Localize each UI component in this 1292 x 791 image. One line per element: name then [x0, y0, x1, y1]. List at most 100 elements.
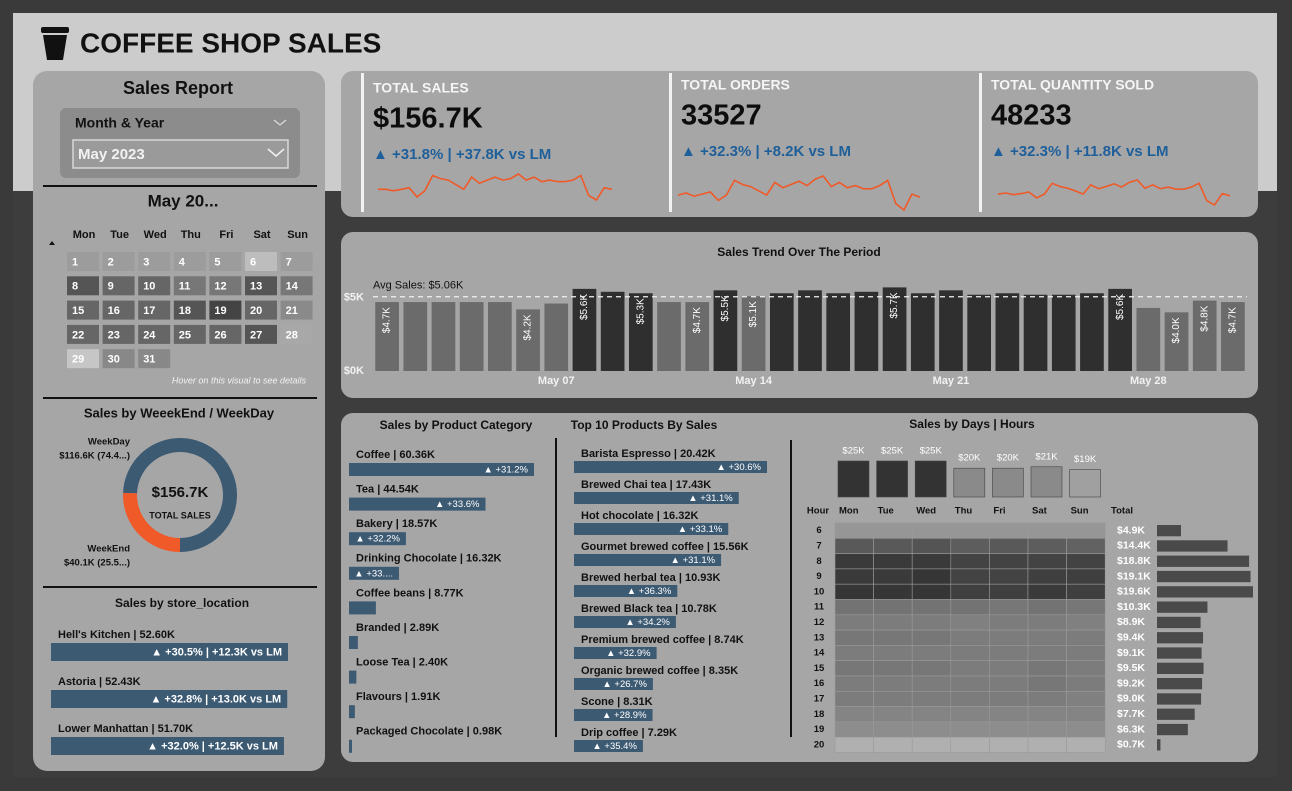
heat-cell [1066, 568, 1106, 585]
heat-cell [1066, 522, 1106, 539]
bar [882, 287, 907, 371]
heat-cell [989, 660, 1029, 677]
day-cell[interactable] [173, 324, 206, 344]
day-cell[interactable] [138, 300, 171, 320]
bar-category-label: Coffee | 60.36K [356, 449, 435, 461]
bar-label: $5.6K [1115, 294, 1126, 320]
bar-label: $4.0K [1171, 317, 1182, 343]
products-title: Top 10 Products By Sales [571, 418, 718, 432]
day-label: 5 [214, 256, 220, 268]
day-cell[interactable] [280, 252, 313, 271]
bar-label: $5.1K [748, 301, 759, 327]
bar-category-label: Barista Espresso | 20.42K [581, 448, 716, 460]
bar-category-label: Astoria | 52.43K [58, 676, 141, 688]
sparkline [677, 175, 921, 212]
heat-cell [950, 660, 990, 677]
cup-icon [41, 27, 69, 60]
day-cell[interactable] [102, 300, 135, 320]
day-label: 11 [179, 281, 191, 293]
day-cell[interactable] [102, 276, 135, 296]
heat-cell [873, 614, 913, 631]
bar [910, 293, 935, 371]
heat-cell [911, 629, 952, 646]
row-total-label: $6.3K [1117, 723, 1145, 735]
day-cell[interactable] [245, 276, 277, 296]
day-cell[interactable] [209, 276, 242, 296]
day-cell[interactable] [209, 300, 242, 320]
day-cell[interactable] [245, 324, 277, 344]
heat-cell [950, 721, 990, 738]
day-label: 16 [108, 305, 120, 317]
bar [769, 293, 794, 371]
row-header: Hour [807, 506, 829, 517]
day-cell[interactable] [102, 252, 135, 271]
row-total-bar [1157, 586, 1253, 598]
day-cell[interactable] [280, 276, 313, 296]
bar [713, 290, 738, 371]
dropdown-value[interactable]: May 2023 [78, 146, 145, 163]
day-cell[interactable] [102, 349, 135, 369]
heat-cell [989, 706, 1029, 723]
bar-category-label: Brewed Black tea | 10.78K [581, 603, 717, 615]
row-total-bar [1157, 540, 1228, 552]
row-total-bar [1157, 708, 1195, 720]
day-label: 9 [108, 281, 114, 293]
bar [657, 302, 681, 371]
row-total-label: $9.2K [1117, 677, 1145, 689]
day-cell[interactable] [67, 300, 99, 320]
day-cell[interactable] [173, 252, 206, 271]
heat-cell [1027, 522, 1067, 539]
day-cell[interactable] [67, 349, 99, 369]
heat-cell [834, 660, 874, 677]
day-cell[interactable] [138, 252, 171, 271]
slicer-chevron [273, 119, 287, 126]
bar [574, 492, 739, 504]
day-cell[interactable] [173, 300, 206, 320]
bar [459, 302, 484, 371]
heat-cell [989, 675, 1029, 692]
day-cell[interactable] [67, 276, 99, 296]
heat-cell [1027, 553, 1067, 570]
day-cell[interactable] [67, 252, 99, 271]
day-cell[interactable] [209, 324, 242, 344]
bar [600, 291, 625, 371]
day-cell[interactable] [173, 276, 206, 296]
row-label: 8 [816, 556, 821, 567]
row-total-bar [1157, 570, 1251, 583]
day-cell[interactable] [209, 252, 242, 271]
heat-cell [989, 629, 1029, 646]
day-cell[interactable] [138, 349, 171, 369]
day-label: 29 [72, 354, 84, 366]
heat-cell [873, 599, 913, 616]
donut-category: WeekDay [88, 437, 131, 448]
bar-delta: ▲ +32.9% [606, 648, 651, 659]
dropdown-chevron[interactable] [267, 148, 285, 158]
day-cell[interactable] [245, 252, 277, 271]
heat-cell [1027, 660, 1067, 677]
heat-cell [989, 721, 1029, 738]
day-cell[interactable] [280, 300, 313, 320]
day-cell[interactable] [67, 324, 99, 344]
day-cell[interactable] [280, 324, 313, 344]
day-label: 3 [143, 256, 149, 268]
heat-cell [1066, 660, 1106, 677]
bar [1108, 288, 1132, 371]
bar [51, 690, 288, 708]
bar [349, 497, 486, 511]
bar [1023, 294, 1048, 371]
day-label: 4 [179, 256, 186, 268]
bar-category-label: Coffee beans | 8.77K [356, 587, 464, 599]
kpi-value: $156.7K [373, 103, 483, 135]
bar-category-label: Drip coffee | 7.29K [581, 727, 677, 739]
heat-cell [1027, 736, 1067, 753]
kpi-delta: ▲ +31.8% | +37.8K vs LM [373, 146, 551, 163]
row-total-label: $4.9K [1117, 524, 1145, 536]
day-cell[interactable] [245, 300, 277, 320]
dropdown[interactable] [72, 139, 289, 169]
bar [939, 290, 963, 371]
day-cell[interactable] [138, 276, 171, 296]
day-cell[interactable] [102, 324, 135, 344]
day-cell[interactable] [138, 324, 171, 344]
donut-segment [123, 492, 181, 552]
